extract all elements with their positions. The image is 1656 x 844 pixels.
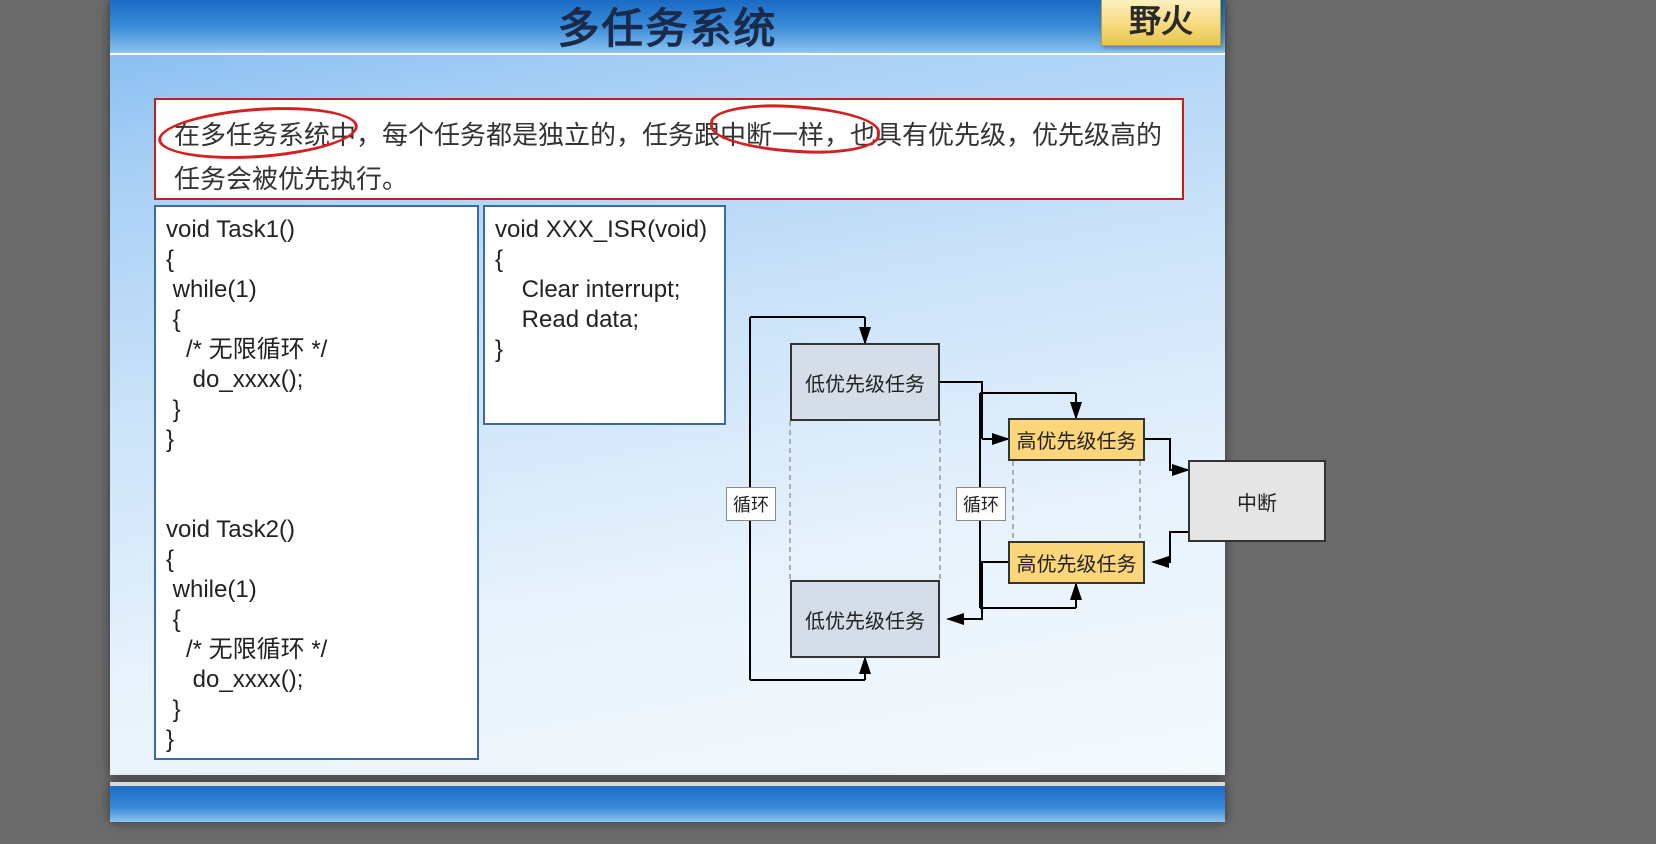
logo-badge: 野火 (1101, 0, 1221, 46)
node-high-priority-bottom: 高优先级任务 (1008, 541, 1145, 584)
node-high-priority-top: 高优先级任务 (1008, 418, 1145, 461)
code-task-box: void Task1() { while(1) { /* 无限循环 */ do_… (154, 205, 479, 760)
loop-label-left: 循环 (726, 487, 776, 521)
loop-label-right: 循环 (956, 487, 1006, 521)
slide-title: 多任务系统 (110, 0, 1225, 56)
next-slide-peek (110, 782, 1225, 822)
node-interrupt: 中断 (1188, 460, 1326, 542)
description-box: 在多任务系统中，每个任务都是独立的，任务跟中断一样，也具有优先级，优先级高的任务… (154, 98, 1184, 200)
code-isr-box: void XXX_ISR(void) { Clear interrupt; Re… (483, 205, 726, 425)
node-low-priority-top: 低优先级任务 (790, 343, 940, 421)
node-low-priority-bottom: 低优先级任务 (790, 580, 940, 658)
slide: 多任务系统 野火 在多任务系统中，每个任务都是独立的，任务跟中断一样，也具有优先… (110, 0, 1225, 775)
